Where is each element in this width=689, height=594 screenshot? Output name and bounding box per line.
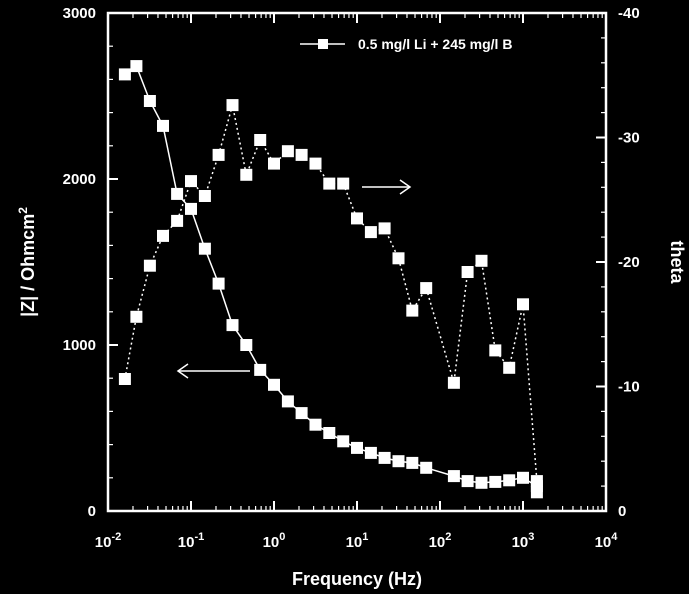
impedance-data-point: [281, 395, 294, 408]
y-right-tick-label: -10: [618, 379, 640, 396]
impedance-data-point: [268, 378, 280, 391]
y-right-tick-label: -30: [618, 130, 640, 147]
impedance-data-point: [364, 446, 377, 459]
theta-data-point: [517, 298, 529, 311]
y-right-tick-label: -40: [618, 5, 640, 22]
y-axis-title-right: theta: [667, 240, 687, 284]
theta-data-point: [281, 145, 294, 158]
theta-data-point: [171, 214, 184, 227]
theta-data-point: [461, 266, 474, 278]
theta-data-point: [268, 157, 280, 170]
theta-data-point: [226, 99, 239, 112]
impedance-data-point: [157, 119, 169, 132]
arrow-to-z-axis: [176, 363, 250, 379]
impedance-data-point: [420, 461, 433, 474]
x-axis-title: Frequency (Hz): [292, 569, 422, 589]
theta-data-point: [157, 229, 169, 242]
y-left-tick-label: 2000: [63, 171, 96, 188]
theta-data-point: [212, 148, 225, 161]
impedance-data-point: [503, 474, 516, 487]
impedance-data-point: [378, 451, 391, 464]
series-layer: [118, 60, 543, 499]
theta-data-point: [143, 259, 156, 272]
theta-data-point: [254, 134, 267, 146]
theta-data-point: [530, 475, 543, 488]
theta-data-point: [489, 344, 502, 357]
tick-marks: 10-2 10-1 100 101 102 103 104 0 1000 2000 3000 0 -10…: [63, 5, 640, 551]
impedance-series-line: [124, 64, 538, 487]
impedance-data-point: [392, 455, 405, 468]
x-tick-label: 101: [346, 531, 369, 551]
theta-data-point: [392, 252, 405, 265]
theta-data-point: [364, 226, 377, 239]
y-axis-title-left: |Z| / Ohmcm2: [16, 207, 38, 317]
legend-marker: [318, 39, 328, 49]
theta-data-point: [309, 157, 322, 170]
theta-data-point: [295, 148, 308, 161]
impedance-data-point: [337, 435, 350, 448]
legend: 0.5 mg/l Li + 245 mg/l B: [300, 36, 512, 52]
impedance-data-point: [323, 427, 336, 439]
theta-data-point: [185, 175, 197, 188]
x-tick-label: 104: [595, 531, 619, 551]
impedance-data-point: [130, 60, 143, 73]
theta-data-point: [130, 310, 143, 323]
y-left-tick-label: 1000: [63, 337, 96, 354]
theta-data-point: [475, 254, 488, 267]
legend-label: 0.5 mg/l Li + 245 mg/l B: [358, 36, 512, 52]
theta-data-point: [420, 282, 433, 295]
impedance-data-point: [309, 418, 322, 431]
y-right-tick-label: -20: [618, 254, 640, 271]
theta-data-point: [198, 190, 211, 202]
impedance-data-point: [295, 407, 308, 420]
impedance-data-point: [118, 68, 131, 81]
theta-data-point: [447, 376, 460, 389]
x-tick-label: 102: [429, 531, 452, 551]
plot-frame: [106, 11, 608, 513]
y-right-tick-label: 0: [618, 503, 626, 520]
theta-data-point: [378, 222, 391, 235]
x-tick-label: 10-1: [178, 531, 204, 551]
theta-data-point: [118, 373, 131, 385]
theta-data-point: [240, 168, 253, 181]
impedance-data-point: [461, 475, 474, 488]
y-left-tick-label: 0: [88, 503, 96, 520]
impedance-data-point: [143, 95, 156, 107]
theta-data-point: [337, 177, 350, 190]
y-left-tick-label: 3000: [63, 5, 96, 22]
impedance-data-point: [198, 242, 211, 255]
theta-data-point: [351, 212, 363, 225]
theta-data-point: [406, 304, 419, 317]
impedance-data-point: [212, 277, 225, 290]
impedance-data-point: [475, 476, 488, 489]
impedance-data-point: [489, 475, 502, 488]
x-tick-label: 100: [263, 531, 286, 551]
theta-data-point: [323, 177, 336, 190]
impedance-data-point: [517, 471, 529, 484]
impedance-data-point: [240, 339, 253, 351]
theta-data-point: [503, 361, 516, 374]
impedance-data-point: [351, 441, 363, 454]
impedance-data-point: [254, 363, 267, 376]
impedance-data-point: [226, 319, 239, 332]
arrow-to-theta-axis: [362, 179, 412, 195]
x-tick-label: 10-2: [95, 531, 121, 551]
impedance-data-point: [406, 456, 419, 469]
theta-data-point: [530, 486, 543, 499]
impedance-data-point: [447, 470, 460, 483]
impedance-data-point: [185, 202, 197, 215]
impedance-data-point: [171, 187, 184, 200]
x-tick-label: 103: [512, 531, 535, 551]
